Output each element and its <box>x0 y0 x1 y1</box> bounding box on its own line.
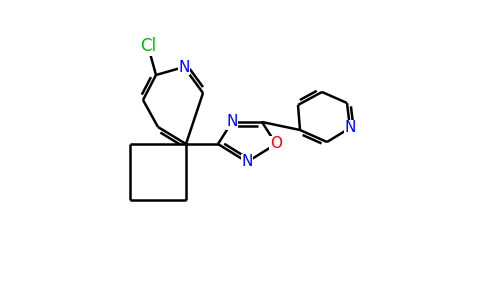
Text: N: N <box>242 154 253 169</box>
Text: O: O <box>270 136 282 152</box>
Text: N: N <box>178 59 190 74</box>
Text: N: N <box>227 115 238 130</box>
Text: Cl: Cl <box>140 37 156 55</box>
Text: N: N <box>344 121 356 136</box>
